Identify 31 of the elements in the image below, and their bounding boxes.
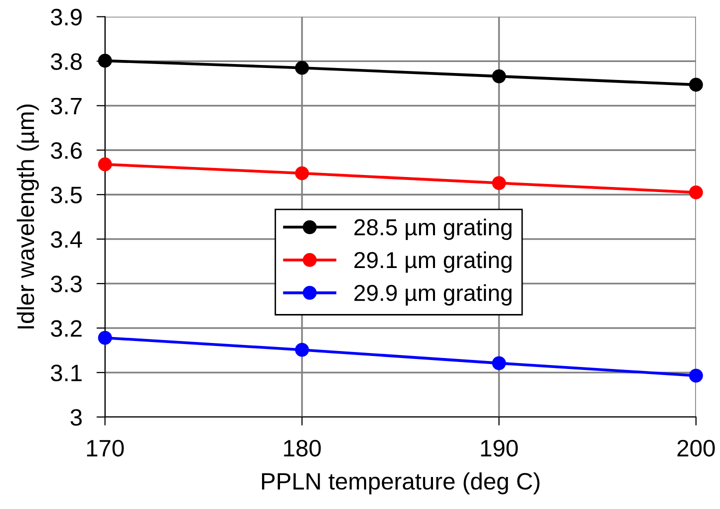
y-tick-label: 3.1 bbox=[50, 364, 82, 382]
point bbox=[295, 342, 309, 357]
legend-label: 29.1 µm grating bbox=[354, 251, 512, 273]
point bbox=[689, 185, 703, 200]
point bbox=[689, 368, 703, 383]
point bbox=[492, 69, 506, 84]
legend-label: 28.5 µm grating bbox=[354, 218, 512, 240]
x-axis-title: PPLN temperature (deg C) bbox=[262, 472, 540, 494]
point bbox=[689, 78, 703, 92]
y-tick-label: 3.3 bbox=[50, 276, 82, 292]
y-tick-label: 3.6 bbox=[50, 142, 82, 159]
x-tick-label: 170 bbox=[87, 440, 124, 457]
point bbox=[98, 54, 112, 68]
x-tick-label: 190 bbox=[481, 440, 518, 457]
y-tick-label: 3.4 bbox=[50, 231, 82, 248]
legend-label: 29.9 µm grating bbox=[354, 284, 512, 306]
point bbox=[492, 356, 506, 370]
x-tick-label: 200 bbox=[677, 440, 715, 457]
y-tick-label: 3.2 bbox=[50, 320, 82, 337]
y-tick-label: 3.5 bbox=[50, 186, 82, 204]
point bbox=[295, 60, 309, 75]
y-axis-title: Idler wavelength (µm) bbox=[16, 104, 39, 328]
y-tick-label: 3.9 bbox=[50, 8, 82, 26]
point bbox=[492, 176, 506, 190]
x-tick-label: 180 bbox=[284, 440, 321, 457]
y-tick-label: 3 bbox=[70, 409, 82, 426]
point bbox=[295, 166, 309, 180]
point bbox=[98, 330, 112, 345]
point bbox=[98, 157, 112, 172]
y-tick-label: 3.8 bbox=[50, 53, 82, 70]
y-tick-label: 3.7 bbox=[50, 98, 82, 114]
